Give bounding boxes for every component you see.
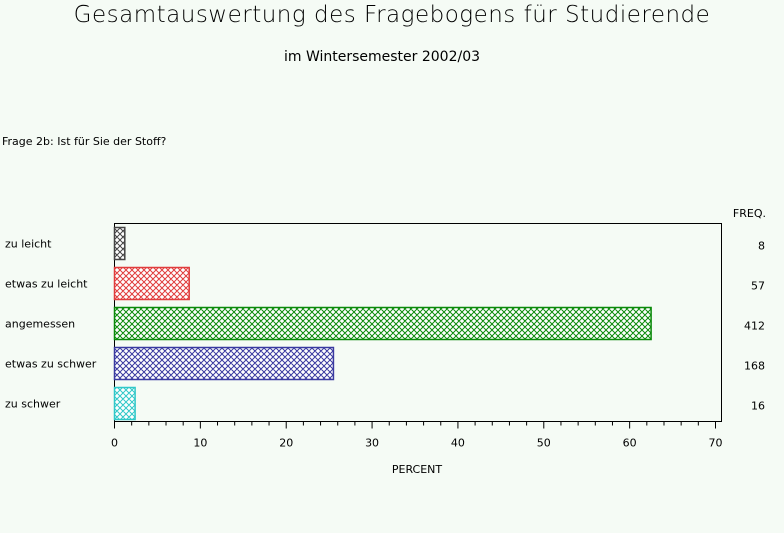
freq-value: 16	[751, 400, 765, 413]
bar-angemessen	[113, 306, 652, 341]
freq-value: 412	[744, 320, 765, 333]
bar-etwas-zu-leicht	[113, 266, 190, 301]
x-tick-label: 70	[709, 437, 723, 450]
x-tick-label: 20	[279, 437, 293, 450]
bar-etwas-zu-schwer	[113, 346, 335, 381]
category-label: zu leicht	[5, 238, 52, 251]
x-axis-label: PERCENT	[392, 463, 443, 476]
freq-value: 8	[758, 240, 765, 253]
category-label: zu schwer	[5, 398, 61, 411]
bar-zu-schwer	[113, 386, 136, 421]
category-label: angemessen	[5, 318, 75, 331]
x-tick-label: 40	[451, 437, 465, 450]
x-tick-label: 30	[365, 437, 379, 450]
freq-value: 57	[751, 280, 765, 293]
freq-header: FREQ.	[733, 207, 766, 220]
x-tick-label: 50	[537, 437, 551, 450]
x-tick-label: 10	[193, 437, 207, 450]
x-tick-label: 0	[111, 437, 118, 450]
question-label: Frage 2b: Ist für Sie der Stoff?	[2, 135, 167, 148]
bar-zu-leicht	[113, 226, 126, 261]
chart-subtitle: im Wintersemester 2002/03	[283, 49, 481, 65]
chart-title: Gesamtauswertung des Fragebogens für Stu…	[73, 2, 711, 28]
category-label: etwas zu schwer	[5, 358, 97, 371]
x-tick-label: 60	[623, 437, 637, 450]
category-label: etwas zu leicht	[5, 278, 88, 291]
freq-value: 168	[744, 360, 765, 373]
